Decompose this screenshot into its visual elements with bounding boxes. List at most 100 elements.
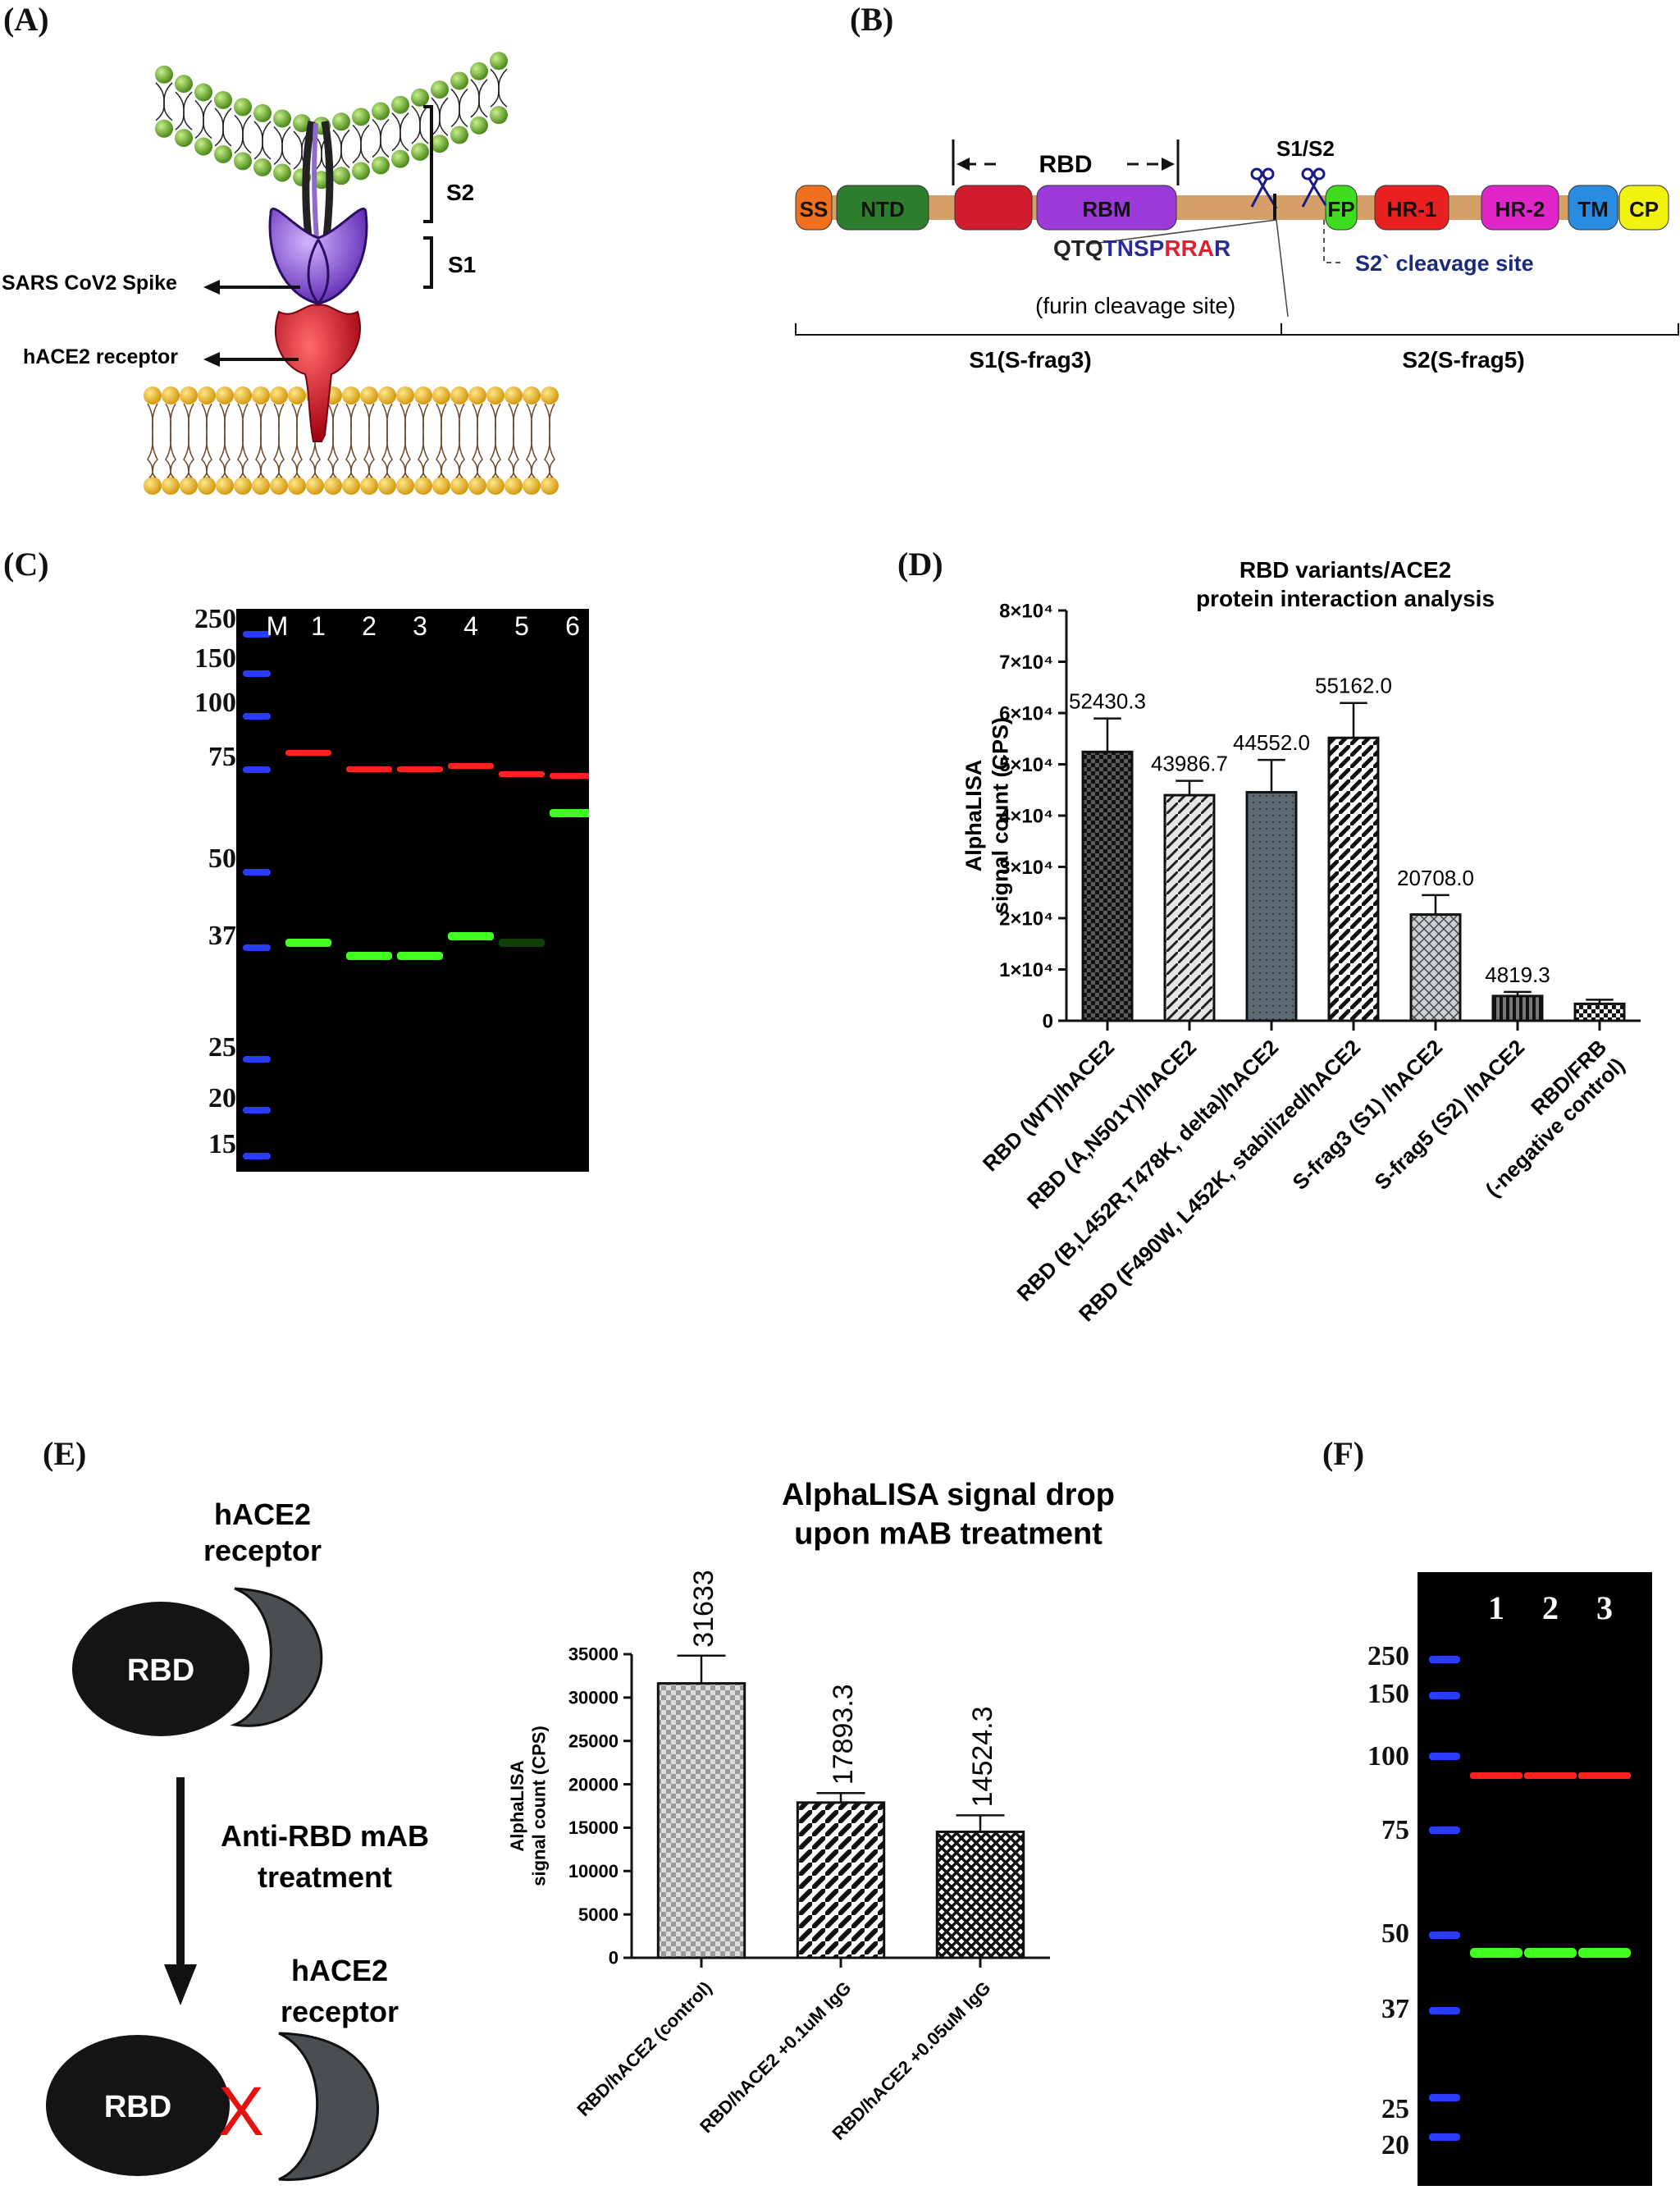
green-band	[285, 939, 331, 947]
marker-band	[243, 944, 271, 951]
lane-label: 3	[413, 611, 427, 641]
s1-label: S1	[448, 252, 476, 277]
data-label: 31633	[688, 1570, 719, 1648]
domain-box	[1481, 185, 1559, 231]
error-bar	[1586, 999, 1614, 1004]
mw-marker-label: 20	[1381, 2130, 1409, 2160]
spike-label: SARS CoV2 Spike	[2, 272, 177, 295]
lane-label: 1	[311, 611, 326, 641]
mw-marker-label: 150	[194, 643, 236, 674]
domain-label: FP	[1327, 197, 1354, 222]
domain-box	[1374, 185, 1449, 231]
marker-band	[243, 766, 271, 773]
s2prime-label: S2` cleavage site	[1355, 251, 1534, 276]
blocked-x-icon: X	[218, 2073, 264, 2150]
bar	[1573, 1002, 1626, 1022]
western-blot-f	[1418, 1572, 1652, 2186]
marker-band	[243, 631, 271, 638]
marker-band	[1429, 2094, 1460, 2101]
y-tick-label: 15000	[568, 1817, 619, 1838]
marker-band	[243, 1107, 271, 1113]
chart-title: RBD variants/ACE2 protein interaction ana…	[1196, 557, 1495, 611]
mw-marker-label: 25	[1381, 2094, 1409, 2124]
green-band	[1524, 1948, 1577, 1958]
error-bar	[1093, 717, 1121, 752]
y-tick-label: 0	[609, 1948, 619, 1968]
y-axis-label: AlphaLISAsignal count (CPS)	[507, 1726, 549, 1886]
marker-band	[243, 713, 271, 720]
treatment-label: Anti-RBD mAB treatment	[221, 1819, 429, 1894]
red-band	[285, 750, 331, 756]
marker-band	[1429, 1692, 1460, 1699]
x-category-label: RBD/hACE2 +0.1uM IgG	[696, 1977, 855, 2137]
receptor-label-top: hACE2 receptor	[203, 1497, 322, 1567]
error-bar	[816, 1791, 865, 1803]
bar	[1409, 913, 1462, 1022]
panel-label-d: (D)	[897, 546, 943, 583]
y-tick-label: 8×10⁴	[999, 600, 1053, 622]
lane-label: 2	[362, 611, 377, 641]
bar	[1163, 793, 1216, 1022]
panel-label-c: (C)	[3, 546, 49, 583]
marker-band	[243, 670, 271, 677]
panel-label-b: (B)	[850, 1, 894, 38]
data-label: 43986.7	[1151, 752, 1228, 776]
green-band	[1578, 1948, 1631, 1958]
error-bar	[956, 1814, 1005, 1832]
mw-marker-label: 25	[208, 1032, 236, 1063]
marker-band	[243, 869, 271, 876]
lane-label: 6	[565, 611, 580, 641]
data-label: 55162.0	[1315, 674, 1392, 698]
rbd-circle-top	[72, 1602, 249, 1736]
y-tick-label: 30000	[568, 1688, 619, 1708]
marker-band	[243, 1153, 271, 1159]
red-band	[1524, 1772, 1577, 1779]
red-band	[346, 766, 392, 772]
domain-label: SS	[800, 197, 829, 222]
domain-box	[1325, 185, 1358, 231]
error-bar	[1504, 990, 1532, 996]
data-label: 52430.3	[1069, 689, 1146, 714]
x-category-label: RBD/hACE2 +0.05uM IgG	[828, 1977, 994, 2144]
s1-frag-label: S1(S-frag3)	[969, 347, 1091, 373]
red-band	[1470, 1772, 1522, 1779]
ace2-shape-bottom	[278, 2032, 379, 2181]
green-band	[499, 939, 545, 947]
data-label: 4819.3	[1485, 962, 1550, 987]
mab-blocking-schematic: hACE2 receptor RBD Anti-RBD mAB treatment …	[46, 1497, 429, 2181]
mw-marker-label: 250	[1367, 1641, 1409, 1671]
y-axis-label: AlphaLISAsignal count (CPS)	[961, 717, 1012, 914]
panel-label-e: (E)	[43, 1435, 87, 1472]
spike-ace2-illustration: S2 S1 SARS CoV2 Spike hACE2 receptor	[2, 52, 559, 495]
data-label: 20708.0	[1397, 866, 1474, 890]
lane-label: 4	[463, 611, 478, 641]
s1s2-label: S1/S2	[1276, 136, 1335, 161]
furin-label: (furin cleavage site)	[1035, 293, 1235, 318]
x-category-label: RBD/hACE2 (control)	[573, 1977, 715, 2120]
spike-stalk	[302, 121, 334, 239]
y-tick-label: 4×10⁴	[999, 805, 1053, 827]
y-tick-label: 1×10⁴	[999, 959, 1053, 981]
y-tick-label: 6×10⁴	[999, 702, 1053, 725]
rbd-variant-bar-chart: RBD variants/ACE2 protein interaction ana…	[961, 557, 1641, 1326]
viral-membrane	[155, 52, 508, 190]
domain-label: RBM	[1082, 197, 1130, 222]
marker-band	[1429, 2133, 1460, 2141]
ace2-receptor-shape	[274, 304, 361, 442]
chart-title: AlphaLISA signal drop upon mAB treatment	[782, 1478, 1115, 1552]
spike-head	[268, 207, 368, 305]
x-category-label: RBD (F490W, L452K, stabilized/hACE2	[1074, 1035, 1365, 1326]
x-category-label: S-frag3 (S1) /hACE2	[1287, 1035, 1447, 1195]
western-blot-c	[236, 609, 596, 1172]
mw-marker-label: 75	[1381, 1815, 1409, 1845]
mw-marker-label: 100	[194, 688, 236, 718]
mw-marker-label: 50	[208, 844, 236, 874]
marker-band	[1429, 1753, 1460, 1760]
host-membrane	[144, 386, 559, 495]
bar	[1327, 736, 1380, 1022]
mw-marker-label: 100	[1367, 1741, 1409, 1772]
marker-band	[243, 1056, 271, 1063]
lane-label: 2	[1542, 1589, 1559, 1626]
mw-marker-label: 250	[194, 604, 236, 634]
mw-marker-label: 15	[208, 1129, 236, 1159]
